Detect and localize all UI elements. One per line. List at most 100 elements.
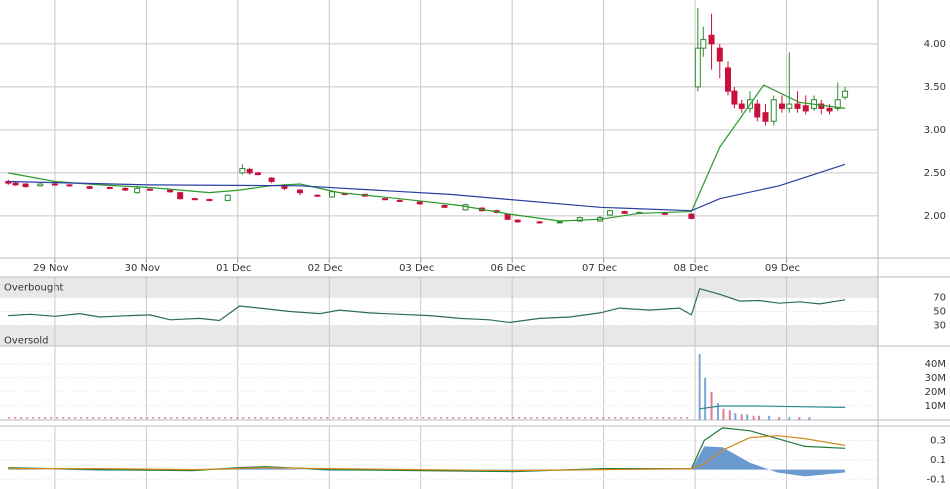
y-tick-label: 70 (933, 293, 946, 304)
candle-body (12, 182, 19, 186)
candle-body (296, 189, 303, 194)
candle-body (268, 177, 275, 182)
volume-bar (808, 417, 811, 420)
candle-body (826, 107, 833, 112)
y-tick-label: 3.50 (924, 82, 946, 93)
candle-body (254, 172, 261, 176)
candle-body (177, 192, 184, 200)
candle-body (754, 103, 761, 118)
candle-body (621, 211, 628, 214)
y-tick-label: 10M (925, 401, 946, 412)
candle-body (762, 112, 769, 122)
volume-bar (716, 403, 719, 420)
candle-body (576, 217, 583, 222)
x-tick-label: 02 Dec (308, 263, 343, 274)
y-tick-label: 20M (925, 387, 946, 398)
volume-bar (734, 412, 737, 420)
y-tick-label: 40M (925, 359, 946, 370)
volume-bar (704, 377, 707, 420)
band (0, 325, 878, 346)
candle-body (146, 188, 153, 191)
candle-body (778, 103, 785, 109)
candle-body (416, 201, 423, 205)
x-tick-label: 01 Dec (216, 263, 251, 274)
candle-body (661, 212, 668, 215)
candle-body (191, 198, 198, 201)
candle-body (37, 183, 44, 187)
candle-body (328, 191, 335, 198)
candle-body (770, 99, 777, 122)
candle-body (224, 194, 231, 201)
candle-body (708, 34, 715, 45)
candle-body (441, 205, 448, 208)
band-label: Overbought (4, 282, 64, 293)
volume-bar (768, 415, 771, 420)
candle-body (396, 199, 403, 202)
candle-body (86, 186, 93, 189)
candle-body (134, 187, 141, 194)
x-tick-label: 06 Dec (491, 263, 526, 274)
candle-body (834, 99, 841, 109)
candle-body (122, 187, 129, 191)
candle-body (607, 210, 614, 216)
volume-bar (778, 417, 781, 420)
candle-body (66, 184, 73, 187)
candle-body (842, 90, 849, 98)
volume-bar (758, 415, 761, 420)
y-tick-label: 0.1 (930, 455, 946, 466)
volume-bar (740, 414, 743, 420)
y-tick-label: 2.50 (924, 168, 946, 179)
moving-average (8, 163, 846, 212)
volume-bar (722, 408, 725, 420)
band-label: Oversold (4, 336, 49, 347)
volume-bar (788, 417, 791, 420)
candle-body (514, 219, 521, 223)
candle-body (106, 186, 113, 189)
y-tick-label: 0.3 (930, 436, 946, 447)
candle-body (694, 47, 701, 88)
band (0, 277, 878, 298)
x-tick-label: 30 Nov (125, 263, 161, 274)
x-tick-label: 29 Nov (33, 263, 69, 274)
volume-bar (798, 417, 801, 420)
candle-body (688, 213, 695, 219)
candle-body (716, 47, 723, 62)
candle-body (167, 189, 174, 193)
y-tick-label: 2.00 (924, 211, 946, 222)
candle-body (206, 199, 213, 202)
histogram-area (8, 446, 846, 477)
volume-bar (710, 391, 713, 420)
candle-body (725, 67, 732, 92)
x-tick-label: 08 Dec (673, 263, 708, 274)
volume-bar (728, 410, 731, 420)
candle-body (504, 213, 511, 220)
candle-body (382, 198, 389, 201)
x-tick-label: 07 Dec (582, 263, 617, 274)
indicator-line (8, 435, 846, 472)
candle-body (536, 221, 543, 224)
candle-body (239, 168, 246, 174)
moving-average (8, 84, 846, 222)
x-tick-label: 03 Dec (399, 263, 434, 274)
volume-bar (746, 414, 749, 420)
candle-body (314, 194, 321, 197)
candle-body (818, 103, 825, 109)
candle-body (731, 90, 738, 105)
y-tick-label: 3.00 (924, 125, 946, 136)
candle-body (794, 103, 801, 109)
candle-body (802, 105, 809, 112)
candle-body (51, 183, 58, 186)
candle-body (246, 168, 253, 174)
candle-body (700, 39, 707, 49)
y-tick-label: 30 (933, 320, 946, 331)
y-tick-label: 4.00 (924, 39, 946, 50)
volume-average (699, 405, 846, 410)
candle-body (786, 103, 793, 109)
volume-bar (752, 415, 755, 420)
candle-body (22, 183, 29, 188)
candle-body (556, 221, 563, 224)
volume-bar (698, 354, 701, 420)
indicator-line (8, 287, 846, 324)
